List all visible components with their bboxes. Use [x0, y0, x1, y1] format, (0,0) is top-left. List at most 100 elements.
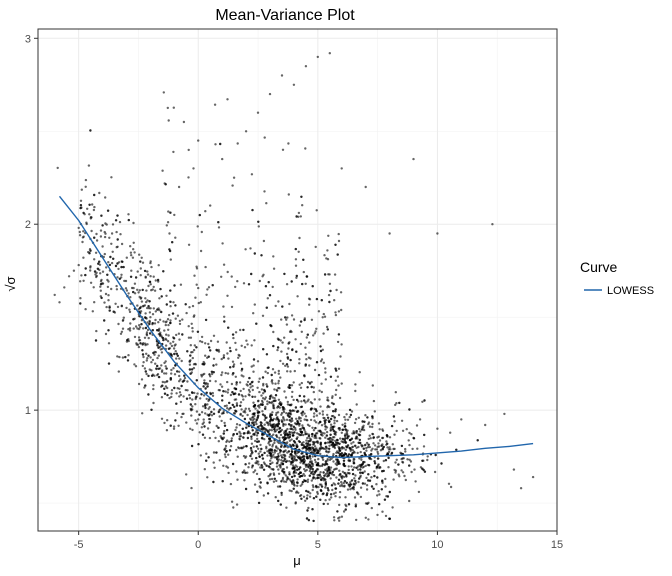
scatter-point	[242, 398, 245, 401]
scatter-point	[187, 336, 191, 339]
scatter-point	[484, 423, 487, 427]
scatter-point	[273, 451, 276, 454]
scatter-point	[187, 243, 191, 246]
scatter-point	[371, 415, 374, 418]
scatter-point	[255, 462, 258, 465]
scatter-point	[291, 443, 295, 446]
scatter-point	[234, 409, 237, 412]
scatter-point	[223, 320, 226, 323]
scatter-point	[320, 424, 324, 427]
scatter-point	[160, 351, 164, 354]
scatter-point	[199, 454, 202, 457]
scatter-point	[183, 376, 187, 380]
scatter-point	[244, 407, 247, 410]
scatter-point	[403, 474, 406, 478]
scatter-point	[334, 491, 337, 494]
scatter-point	[250, 457, 254, 460]
scatter-point	[206, 427, 210, 430]
scatter-point	[161, 380, 164, 384]
scatter-point	[205, 397, 208, 401]
scatter-point	[79, 206, 82, 210]
scatter-point	[246, 380, 250, 384]
scatter-point	[349, 438, 352, 442]
scatter-point	[251, 451, 254, 454]
scatter-point	[394, 461, 397, 464]
scatter-point	[165, 303, 168, 306]
scatter-point	[324, 371, 327, 374]
scatter-point	[336, 458, 339, 461]
x-axis-ticks: -5 0 5 10 15	[74, 531, 563, 551]
scatter-point	[303, 418, 306, 421]
scatter-point	[415, 424, 419, 427]
scatter-point	[318, 483, 322, 486]
scatter-point	[316, 451, 320, 455]
scatter-point	[337, 413, 341, 417]
scatter-point	[111, 223, 115, 226]
scatter-point	[332, 492, 336, 495]
scatter-point	[99, 235, 103, 238]
scatter-point	[132, 327, 135, 330]
scatter-point	[372, 487, 375, 490]
scatter-point	[365, 484, 369, 487]
scatter-point	[356, 468, 360, 471]
scatter-point	[305, 439, 308, 442]
scatter-point	[153, 374, 156, 377]
scatter-point	[124, 279, 128, 283]
scatter-point	[322, 332, 325, 335]
scatter-point	[350, 453, 353, 456]
scatter-point	[353, 462, 356, 465]
scatter-point	[273, 428, 276, 431]
scatter-point	[367, 518, 370, 521]
scatter-point	[398, 401, 401, 405]
scatter-point	[229, 445, 233, 448]
scatter-point	[138, 339, 142, 342]
scatter-point	[348, 415, 351, 419]
scatter-point	[290, 280, 293, 283]
scatter-point	[192, 363, 196, 366]
scatter-point	[144, 316, 147, 319]
scatter-point	[261, 397, 265, 400]
scatter-point	[263, 451, 266, 455]
scatter-point	[299, 430, 303, 434]
scatter-point	[116, 262, 119, 265]
scatter-point	[174, 304, 177, 307]
scatter-point	[253, 339, 256, 342]
scatter-point	[169, 377, 172, 380]
scatter-point	[300, 330, 303, 333]
scatter-point	[194, 403, 197, 406]
scatter-point	[112, 310, 115, 313]
scatter-point	[166, 106, 169, 110]
scatter-point	[358, 438, 361, 442]
scatter-point	[346, 488, 350, 491]
scatter-point	[116, 214, 119, 217]
scatter-point	[320, 485, 324, 488]
scatter-point	[384, 485, 387, 488]
scatter-point	[341, 446, 344, 449]
scatter-point	[276, 348, 279, 352]
scatter-point	[221, 436, 224, 440]
scatter-point	[103, 235, 107, 239]
scatter-point	[214, 380, 217, 383]
scatter-point	[275, 465, 279, 468]
scatter-point	[145, 334, 149, 337]
scatter-point	[193, 314, 196, 317]
scatter-point	[202, 385, 205, 388]
scatter-point	[167, 334, 170, 337]
scatter-point	[116, 276, 119, 279]
scatter-point	[355, 446, 358, 449]
scatter-point	[212, 408, 216, 411]
scatter-point	[308, 469, 312, 473]
scatter-point	[170, 395, 173, 399]
scatter-point	[230, 500, 234, 503]
scatter-point	[78, 234, 82, 237]
scatter-point	[286, 403, 290, 406]
scatter-point	[302, 427, 306, 430]
scatter-point	[287, 342, 290, 345]
scatter-point	[258, 390, 261, 394]
scatter-point	[300, 381, 303, 385]
scatter-point	[106, 273, 109, 276]
scatter-point	[208, 398, 211, 401]
scatter-point	[101, 224, 104, 227]
scatter-point	[135, 342, 138, 345]
scatter-point	[148, 311, 152, 314]
